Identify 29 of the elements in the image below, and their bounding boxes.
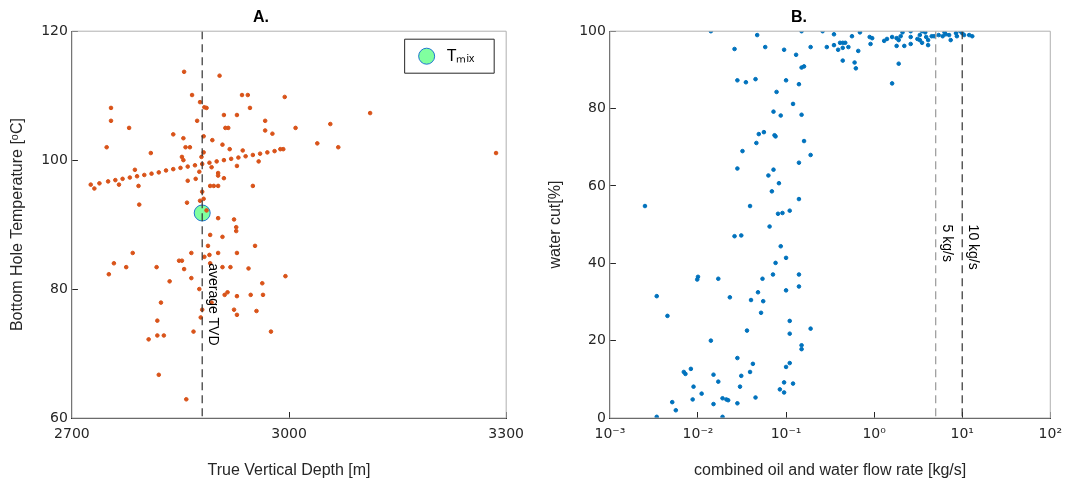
y-tick-label: 120 bbox=[41, 21, 68, 38]
ref-line-label: 10 kg/s bbox=[966, 224, 983, 270]
x-tick-label: 2700 bbox=[54, 425, 90, 442]
chart-title: B. bbox=[791, 8, 807, 26]
y-tick-label: 100 bbox=[579, 21, 606, 38]
x-axis-title: combined oil and water flow rate [kg/s] bbox=[694, 460, 967, 478]
y-tick-label: 60 bbox=[588, 176, 606, 193]
x-tick-label: 3300 bbox=[488, 425, 525, 442]
chart-title: A. bbox=[253, 8, 269, 26]
y-tick-label: 20 bbox=[588, 331, 606, 348]
y-tick-label: 60 bbox=[50, 408, 68, 425]
x-tick-label: 10¹ bbox=[950, 425, 974, 442]
y-tick-label: 40 bbox=[588, 253, 606, 270]
x-tick-label: 3000 bbox=[271, 425, 307, 442]
x-axis-title: True Vertical Depth [m] bbox=[207, 460, 371, 478]
x-tick-label: 10² bbox=[1038, 425, 1063, 442]
y-tick-label: 0 bbox=[597, 408, 606, 425]
y-axis-title: Bottom Hole Temperature [ᵒC] bbox=[8, 118, 26, 332]
ref-line-label: 5 kg/s bbox=[939, 224, 956, 262]
legend-label: Tₘᵢₓ bbox=[446, 46, 475, 64]
x-tick-label: 10⁻¹ bbox=[770, 425, 802, 442]
x-tick-label: 10⁻³ bbox=[594, 425, 626, 442]
y-tick-label: 80 bbox=[50, 279, 68, 296]
y-tick-label: 100 bbox=[41, 150, 68, 167]
x-tick-label: 10⁻² bbox=[682, 425, 714, 442]
ref-line-label: average TVD bbox=[206, 263, 223, 346]
y-axis-title: water cut[%] bbox=[546, 180, 564, 270]
x-tick-label: 10⁰ bbox=[862, 425, 887, 442]
y-tick-label: 80 bbox=[588, 99, 606, 116]
